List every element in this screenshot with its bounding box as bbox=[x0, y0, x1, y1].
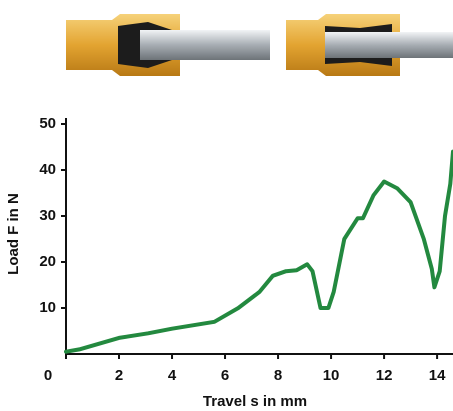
x-tick-label: 2 bbox=[115, 367, 123, 384]
y-tick-label: 10 bbox=[39, 299, 56, 316]
y-tick-label: 20 bbox=[39, 253, 56, 270]
x-tick-label: 4 bbox=[168, 367, 177, 384]
y-tick-label: 30 bbox=[39, 207, 56, 224]
fitting-illustration-1 bbox=[66, 14, 270, 76]
x-tick-label: 12 bbox=[376, 367, 393, 384]
x-axis-label: Travel s in mm bbox=[203, 393, 307, 410]
x-tick-label: 14 bbox=[429, 367, 446, 384]
y-tick-label: 40 bbox=[39, 161, 56, 178]
y-tick-label: 50 bbox=[39, 115, 56, 132]
x-tick-label: 8 bbox=[274, 367, 282, 384]
data-line bbox=[64, 149, 453, 354]
x-tick-label: 10 bbox=[323, 367, 340, 384]
fitting-illustration-2 bbox=[286, 14, 453, 76]
x-tick-label: 0 bbox=[44, 367, 52, 384]
x-tick-label: 6 bbox=[221, 367, 229, 384]
y-axis-label: Load F in N bbox=[5, 193, 22, 275]
